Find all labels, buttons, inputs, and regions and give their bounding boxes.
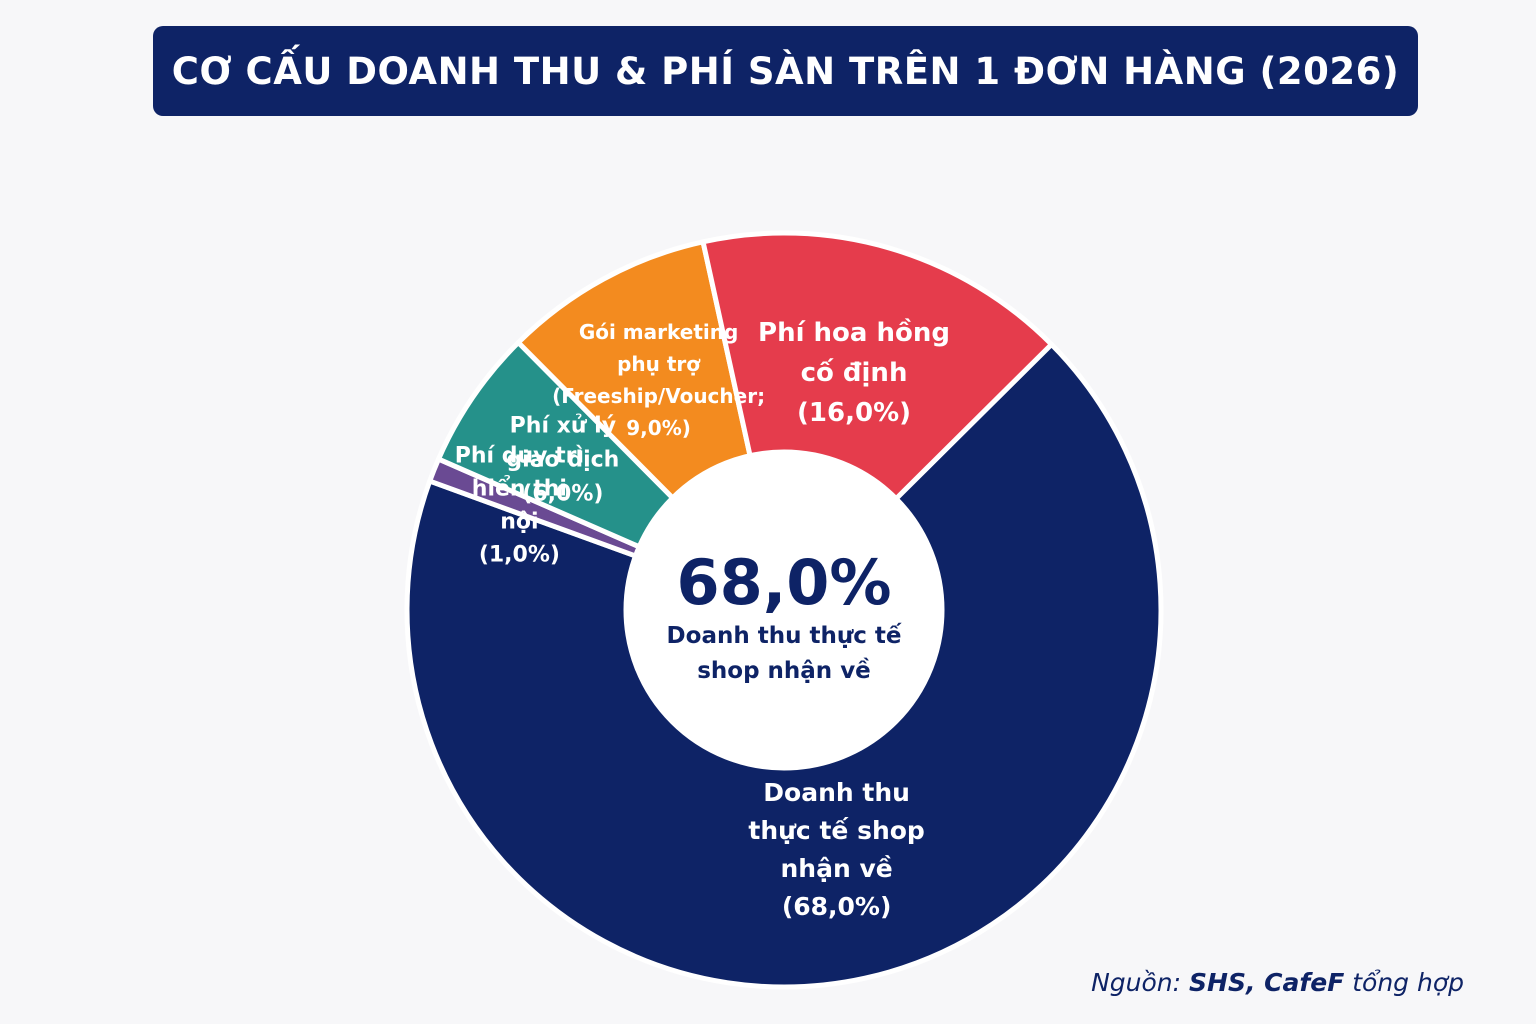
source-names: SHS, CafeF	[1189, 968, 1345, 997]
chart-title: CƠ CẤU DOANH THU & PHÍ SÀN TRÊN 1 ĐƠN HÀ…	[171, 49, 1400, 93]
labels-layer: Doanh thu thực tế shop nhận về (68,0%) Phí d…	[455, 317, 950, 921]
slice-label-1: Doanh thu thực tế shop nhận về (68,0%)	[748, 778, 924, 921]
slice-label-4: Gói marketing phụ trợ (Freeship/Voucher; 9,…	[552, 320, 765, 440]
slice-label-3: Phí xử lý giao dịch (6,0%)	[506, 413, 619, 506]
source-suffix: tổng hợp	[1344, 968, 1464, 997]
title-bar: CƠ CẤU DOANH THU & PHÍ SÀN TRÊN 1 ĐƠN HÀ…	[153, 26, 1418, 116]
center-caption: Doanh thu thực tế shop nhận về	[667, 622, 902, 684]
slice-label-2: Phí duy trì hiển thị nội (1,0%)	[455, 443, 584, 567]
slice-label-5: Phí hoa hồng cố định (16,0%)	[758, 317, 950, 428]
source-note: Nguồn: SHS, CafeF tổng hợp	[1091, 968, 1464, 997]
center-value: 68,0%	[676, 546, 891, 619]
center-hole	[623, 449, 945, 771]
source-prefix: Nguồn:	[1091, 968, 1190, 997]
